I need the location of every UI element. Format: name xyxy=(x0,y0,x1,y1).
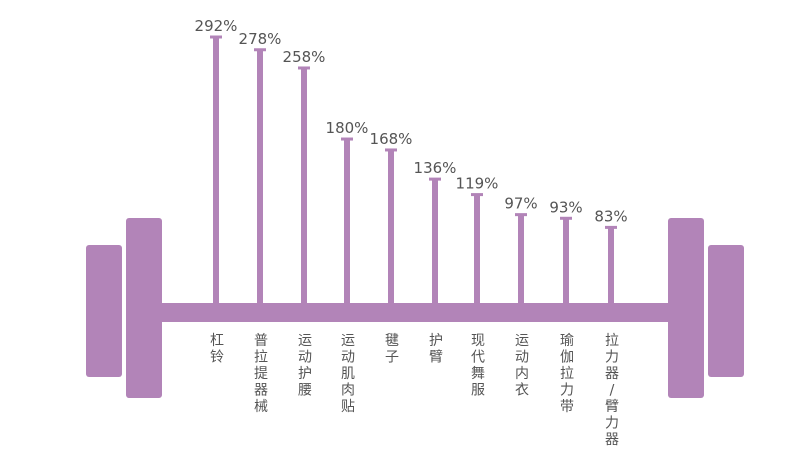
bar-cap-5 xyxy=(385,148,397,152)
bar-10 xyxy=(608,227,614,303)
barbell-plate-right-outer xyxy=(708,245,744,377)
category-label-3: 运动护腰 xyxy=(298,333,312,399)
bar-6 xyxy=(432,179,438,303)
data-label-9: 93% xyxy=(549,198,582,216)
bar-cap-4 xyxy=(341,137,353,141)
barbell-shaft xyxy=(160,303,670,322)
barbell-plate-left-inner xyxy=(126,218,162,398)
bar-cap-1 xyxy=(210,35,222,39)
data-label-1: 292% xyxy=(195,17,238,35)
data-label-8: 97% xyxy=(504,195,537,213)
category-label-7: 现代舞服 xyxy=(471,333,485,399)
bar-2 xyxy=(257,49,263,304)
bar-cap-7 xyxy=(471,193,483,197)
bar-4 xyxy=(344,139,350,303)
category-label-2: 普拉提器械 xyxy=(254,333,268,415)
bar-cap-10 xyxy=(605,225,617,229)
category-label-1: 杠铃 xyxy=(210,333,224,366)
bar-cap-6 xyxy=(429,177,441,181)
category-label-9: 瑜伽拉力带 xyxy=(560,333,574,415)
bar-cap-8 xyxy=(515,213,527,217)
data-label-6: 136% xyxy=(414,159,457,177)
category-label-10: 拉力器/臂力器 xyxy=(605,333,619,448)
bar-3 xyxy=(301,67,307,304)
bar-8 xyxy=(518,214,524,303)
category-label-5: 毽子 xyxy=(385,332,399,366)
bar-1 xyxy=(213,37,219,303)
category-label-4: 运动肌肉贴 xyxy=(341,333,355,415)
data-label-10: 83% xyxy=(594,207,627,225)
bar-5 xyxy=(388,149,394,303)
data-label-4: 180% xyxy=(326,119,369,137)
barbell-plate-left-outer xyxy=(86,245,122,377)
bar-cap-2 xyxy=(254,48,266,52)
category-label-8: 运动内衣 xyxy=(515,333,529,399)
category-label-6: 护臂 xyxy=(429,333,443,366)
bar-9 xyxy=(563,218,569,303)
bar-cap-9 xyxy=(560,216,572,220)
data-label-3: 258% xyxy=(283,48,326,66)
barbell-plate-right-inner xyxy=(668,218,704,398)
bar-7 xyxy=(474,194,480,303)
data-label-5: 168% xyxy=(370,130,413,148)
bar-cap-3 xyxy=(298,66,310,70)
data-label-2: 278% xyxy=(239,30,282,48)
data-label-7: 119% xyxy=(456,175,499,193)
